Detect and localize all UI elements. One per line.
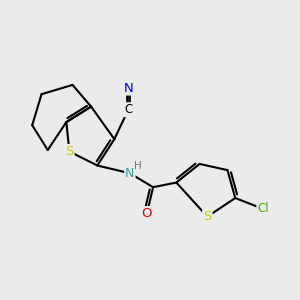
Text: Cl: Cl: [257, 202, 269, 215]
Text: N: N: [123, 82, 133, 94]
Text: S: S: [203, 210, 212, 223]
Text: S: S: [65, 145, 74, 158]
Text: H: H: [134, 161, 142, 171]
Text: C: C: [124, 103, 132, 116]
Text: N: N: [125, 167, 134, 180]
Text: O: O: [142, 207, 152, 220]
